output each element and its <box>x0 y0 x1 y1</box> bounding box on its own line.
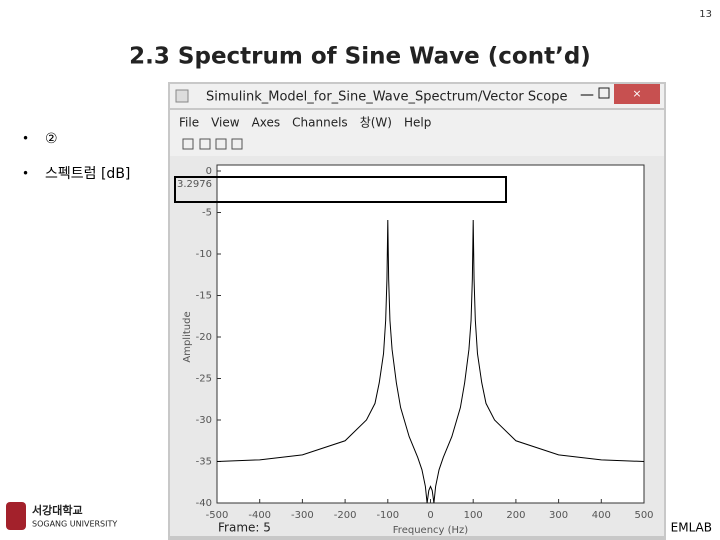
annotation: 3.2976 <box>177 179 212 190</box>
close-x: × <box>632 87 641 100</box>
menu-item[interactable]: Help <box>404 116 431 130</box>
y-axis-label: Amplitude <box>182 311 193 362</box>
y-tick-label: -10 <box>196 249 212 260</box>
x-tick-label: 200 <box>506 510 525 521</box>
footer: EMLAB <box>671 521 712 535</box>
x-tick-label: 300 <box>549 510 568 521</box>
bullet-dot: • <box>22 132 29 146</box>
y-tick-label: -15 <box>196 291 212 302</box>
x-tick-label: -200 <box>334 510 357 521</box>
close[interactable] <box>614 84 660 104</box>
window-icon <box>175 89 189 103</box>
x-tick-label: 100 <box>464 510 483 521</box>
tool-zoom-y[interactable] <box>215 138 227 150</box>
x-tick-label: 500 <box>634 510 653 521</box>
menu: File View Axes Channels 창(W) Help <box>179 116 431 130</box>
x-tick-label: -300 <box>291 510 314 521</box>
status: Frame: 5 <box>218 521 271 535</box>
y-tick-label: -5 <box>202 208 212 219</box>
y-tick-label: -20 <box>196 332 212 343</box>
tool-zoom-x[interactable] <box>199 138 211 150</box>
menu-item[interactable]: File <box>179 116 199 130</box>
x-tick-label: -400 <box>248 510 271 521</box>
plot: 0 -5 -10 -15 -20 -25 -30 -35 -40-500 -400 -300 -200… <box>177 166 654 536</box>
bullet: 스펙트럼 [dB] <box>45 166 130 182</box>
title-bar <box>170 84 664 108</box>
highlight-box <box>174 176 507 203</box>
menu-item[interactable]: Channels <box>292 116 348 130</box>
menu-item[interactable]: 창(W) <box>360 116 392 130</box>
window-title: Simulink_Model_for_Sine_Wave_Spectrum/Ve… <box>206 90 567 105</box>
plot-area <box>216 164 645 504</box>
x-tick-label: -500 <box>206 510 229 521</box>
tool-zoom[interactable] <box>182 138 194 150</box>
maximize[interactable] <box>598 87 610 99</box>
x-tick-label: 0 <box>427 510 433 521</box>
menu-item[interactable]: Axes <box>252 116 281 130</box>
x-axis-label: Frequency (Hz) <box>393 525 469 536</box>
logo-name: 서강대학교 <box>32 503 83 517</box>
page-number: 13 <box>699 9 712 20</box>
bullet-dot: • <box>22 167 29 181</box>
logo-english: SOGANG UNIVERSITY <box>32 520 117 529</box>
tool-autoscale[interactable] <box>231 138 243 150</box>
menu-item[interactable]: View <box>211 116 240 130</box>
x-tick-label: 400 <box>592 510 611 521</box>
x-tick-label: -100 <box>376 510 399 521</box>
menu-bar <box>170 110 664 134</box>
bullet: ② <box>45 131 58 147</box>
logo-shield <box>6 502 26 530</box>
y-tick-label: 0 <box>206 166 212 177</box>
toolbar <box>170 134 664 156</box>
slide-title: 2.3 Spectrum of Sine Wave (cont’d) <box>129 44 591 70</box>
y-tick-label: -40 <box>196 498 212 509</box>
y-tick-label: -25 <box>196 374 212 385</box>
y-tick-label: -35 <box>196 457 212 468</box>
spectrum-line <box>216 219 645 504</box>
minimize[interactable]: — <box>580 87 594 103</box>
y-tick-label: -30 <box>196 415 212 426</box>
